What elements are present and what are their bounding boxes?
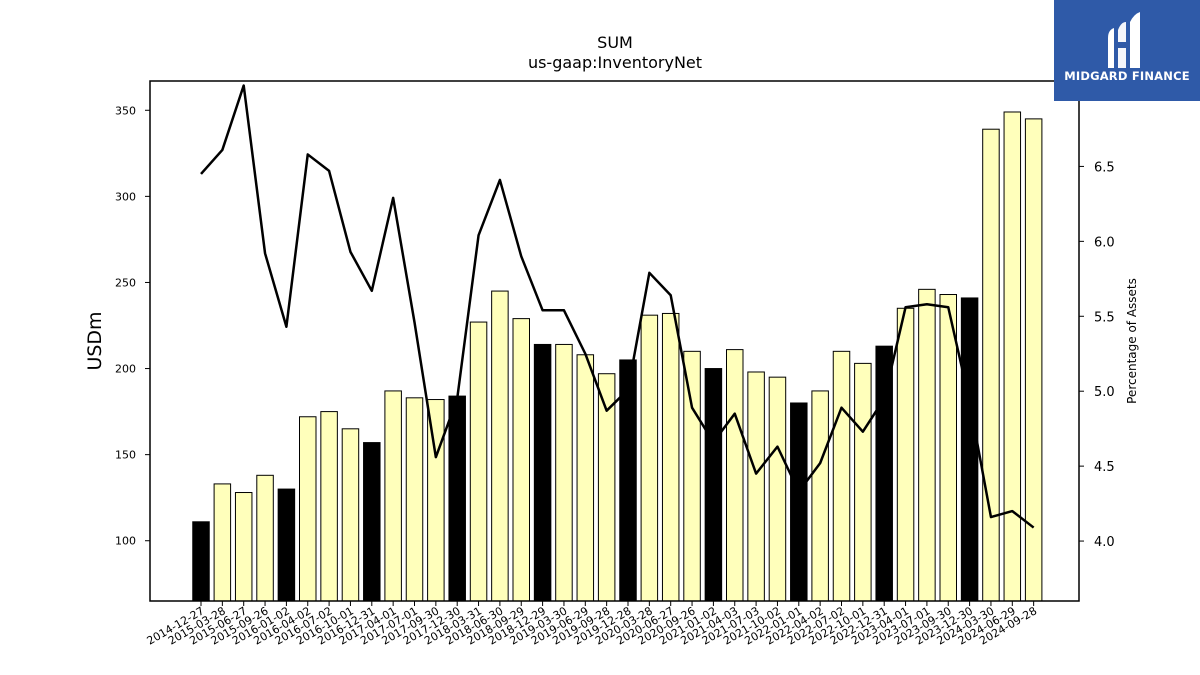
bar-2024-03-30 [983, 129, 1000, 601]
y-axis-label: USDm [84, 311, 106, 370]
bar-2016-04-02 [300, 417, 317, 601]
bar-2019-03-30 [556, 344, 573, 601]
y-tick-label: 100 [115, 535, 136, 548]
bar-2018-06-30 [492, 291, 509, 601]
bar-2022-12-31 [876, 346, 893, 601]
bar-2021-10-02 [769, 377, 786, 601]
bar-2023-07-01 [919, 289, 936, 601]
bar-2017-12-30 [449, 396, 466, 601]
y-tick-label: 200 [115, 363, 136, 376]
y2-axis-label: Percentage of Assets [1125, 278, 1139, 404]
y-tick-label: 250 [115, 276, 136, 289]
bar-2022-10-01 [855, 363, 872, 601]
bar-2020-09-26 [684, 351, 701, 601]
bar-2022-04-02 [812, 391, 829, 601]
bar-2018-12-29 [534, 344, 551, 601]
bar-2017-04-01 [385, 391, 402, 601]
bar-2023-04-01 [897, 308, 914, 601]
bar-2019-06-29 [577, 355, 594, 601]
bar-2023-12-30 [961, 298, 978, 601]
y-tick-label: 350 [115, 104, 136, 117]
bar-2016-10-01 [342, 429, 359, 601]
bar-2023-09-30 [940, 295, 957, 601]
brand-logo: MIDGARD FINANCE [1054, 0, 1200, 101]
bar-2015-06-27 [235, 493, 252, 601]
bar-2017-07-01 [406, 398, 423, 601]
bar-2024-06-29 [1004, 112, 1021, 601]
bar-2015-03-28 [214, 484, 231, 601]
bar-2016-12-31 [364, 443, 381, 601]
bar-2024-09-28 [1025, 119, 1042, 601]
y2-tick-label: 5.5 [1094, 310, 1115, 325]
bar-2018-09-29 [513, 319, 530, 601]
y2-tick-label: 4.0 [1094, 535, 1115, 550]
y2-tick-label: 5.0 [1094, 385, 1115, 400]
bars-layer [193, 112, 1042, 601]
bar-2020-06-27 [662, 313, 679, 601]
bar-2016-07-02 [321, 412, 338, 601]
y2-tick-label: 6.5 [1094, 160, 1115, 175]
bar-2021-01-02 [705, 369, 722, 601]
bar-2017-09-30 [428, 400, 445, 601]
bar-2016-01-02 [278, 489, 295, 601]
chart-title: SUM [597, 33, 633, 52]
y-tick-label: 150 [115, 449, 136, 462]
bar-2021-04-03 [727, 350, 744, 601]
bar-2018-03-31 [470, 322, 487, 601]
y2-tick-label: 6.0 [1094, 235, 1115, 250]
logo-text: MIDGARD FINANCE [1054, 69, 1200, 83]
y-tick-label: 300 [115, 190, 136, 203]
bar-2022-07-02 [833, 351, 850, 601]
bar-2014-12-27 [193, 522, 210, 601]
bar-2021-07-03 [748, 372, 765, 601]
bar-2015-09-26 [257, 475, 274, 601]
chart-subtitle: us-gaap:InventoryNet [528, 53, 702, 72]
logo-mark-icon [1104, 8, 1150, 70]
bar-2022-01-01 [791, 403, 808, 601]
y2-tick-label: 4.5 [1094, 460, 1115, 475]
bar-2020-03-28 [641, 315, 658, 601]
